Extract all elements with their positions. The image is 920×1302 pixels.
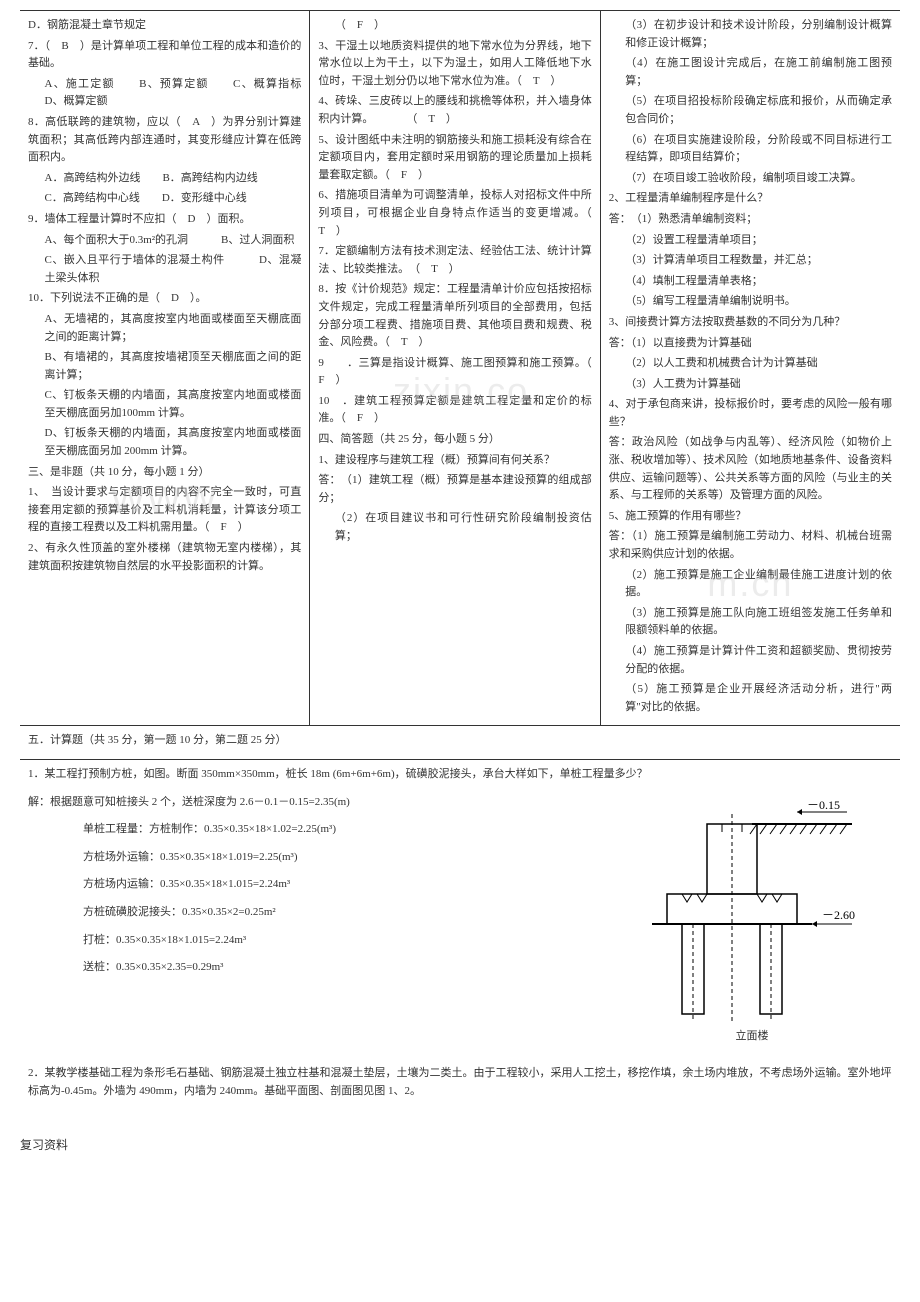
svg-text:－0.15: －0.15 <box>807 798 840 812</box>
text: 2、工程量清单编制程序是什么？ <box>609 190 892 208</box>
solution-line: 方桩场内运输：0.35×0.35×18×1.015=2.24m³ <box>28 876 612 894</box>
solution-line: 单桩工程量：方桩制作：0.35×0.35×18×1.02=2.25(m³) <box>28 821 612 839</box>
text: （3）在初步设计和技术设计阶段，分别编制设计概算和修正设计概算； <box>609 17 892 52</box>
text: 答：（1）施工预算是编制施工劳动力、材料、机械台班需求和采购供应计划的依据。 <box>609 528 892 563</box>
text: （2）施工预算是施工企业编制最佳施工进度计划的依据。 <box>609 567 892 602</box>
text: A、无墙裙的，其高度按室内地面或楼面至天棚底面之间的距离计算； <box>28 311 301 346</box>
text: C．高跨结构中心线 D．变形缝中心线 <box>28 190 301 208</box>
text: 6、措施项目清单为可调整清单，投标人对招标文件中所列项目，可根据企业自身特点作适… <box>318 187 591 240</box>
text: A、每个面积大于0.3m²的孔洞 B、过人洞面积 <box>28 232 301 250</box>
solution-line: 方桩硫磺胶泥接头：0.35×0.35×2=0.25m² <box>28 904 612 922</box>
text: 8．按《计价规范》规定：工程量清单计价应包括按招标文件规定，完成工程量清单所列项… <box>318 281 591 351</box>
text: （3）计算清单项目工程数量，并汇总； <box>609 252 892 270</box>
text: 7．（ B ）是计算单项工程和单位工程的成本和造价的基础。 <box>28 38 301 73</box>
text: （ F ） <box>318 17 591 35</box>
text: B、有墙裙的，其高度按墙裙顶至天棚底面之间的距离计算； <box>28 349 301 384</box>
text: C、嵌入且平行于墙体的混凝土构件 D、混凝土梁头体积 <box>28 252 301 287</box>
text: 答：政治风险（如战争与内乱等）、经济风险（如物价上涨、税收增加等）、技术风险（如… <box>609 434 892 504</box>
text: （5）编写工程量清单编制说明书。 <box>609 293 892 311</box>
text: （3）人工费为计算基础 <box>609 376 892 394</box>
text: 4、砖垛、三皮砖以上的腰线和挑檐等体积，并入墙身体积内计算。 （ T ） <box>318 93 591 128</box>
text: 10．下列说法不正确的是（ D ）。 <box>28 290 301 308</box>
text: 2、有永久性顶盖的室外楼梯（建筑物无室内楼梯），其建筑面积按建筑物自然层的水平投… <box>28 540 301 575</box>
question-2: 2．某教学楼基础工程为条形毛石基础、钢筋混凝土独立柱基和混凝土垫层，土壤为二类土… <box>28 1065 892 1100</box>
text: 4、对于承包商来讲，投标报价时，要考虑的风险一般有哪些？ <box>609 396 892 431</box>
text: （5）施工预算是企业开展经济活动分析，进行"两算"对比的依据。 <box>609 681 892 716</box>
text: （4）施工预算是计算计件工资和超额奖励、贯彻按劳分配的依据。 <box>609 643 892 678</box>
text: 9．墙体工程量计算时不应扣（ D ）面积。 <box>28 211 301 229</box>
footer-text: 复习资料 <box>20 1136 900 1155</box>
text: 5、施工预算的作用有哪些？ <box>609 508 892 526</box>
text: D．钢筋混凝土章节规定 <box>28 17 301 35</box>
text: （4）在施工图设计完成后，在施工前编制施工图预算； <box>609 55 892 90</box>
text: 8．高低联跨的建筑物，应以（ A ）为界分别计算建筑面积；其高低跨内部连通时，其… <box>28 114 301 167</box>
text: （6）在项目实施建设阶段，分阶段或不同目标进行工程结算，即项目结算价； <box>609 132 892 167</box>
text: 答： （1）建筑工程（概）预算是基本建设预算的组成部分； <box>318 472 591 507</box>
text: （2）以人工费和机械费合计为计算基础 <box>609 355 892 373</box>
solution-line: 打桩：0.35×0.35×18×1.015=2.24m³ <box>28 932 612 950</box>
text: （3）施工预算是施工队向施工班组签发施工任务单和限额领料单的依据。 <box>609 605 892 640</box>
text: 答： （1）熟悉清单编制资料； <box>609 211 892 229</box>
text: 9 ．三算是指设计概算、施工图预算和施工预算。（ F ） <box>318 355 591 390</box>
text: 10 ．建筑工程预算定额是建筑工程定量和定价的标准。（ F ） <box>318 393 591 428</box>
text: （2）设置工程量清单项目； <box>609 232 892 250</box>
solution-line: 送桩：0.35×0.35×2.35=0.29m³ <box>28 959 612 977</box>
text: C、钉板条天棚的内墙面，其高度按室内地面或楼面至天棚底面另加100mm 计算。 <box>28 387 301 422</box>
text: 三、是非题（共 10 分，每小题 1 分） <box>28 464 301 482</box>
diagram-label: 立面楼 <box>612 1028 892 1046</box>
text: D、钉板条天棚的内墙面，其高度按室内地面或楼面至天棚底面另加 200mm 计算。 <box>28 425 301 460</box>
solution-line: 方桩场外运输：0.35×0.35×18×1.019=2.25(m³) <box>28 849 612 867</box>
text: 答：（1）以直接费为计算基础 <box>609 335 892 353</box>
text: （5）在项目招投标阶段确定标底和报价，从而确定承包合同价； <box>609 93 892 128</box>
text: 3、间接费计算方法按取费基数的不同分为几种？ <box>609 314 892 332</box>
text: 1、 当设计要求与定额项目的内容不完全一致时，可直接套用定额的预算基价及工料机消… <box>28 484 301 537</box>
text: A、施工定额 B、预算定额 C、概算指标 D、概算定额 <box>28 76 301 111</box>
text: 四、简答题（共 25 分，每小题 5 分） <box>318 431 591 449</box>
section-title: 五．计算题（共 35 分，第一题 10 分，第二题 25 分） <box>28 732 892 750</box>
text: 1、建设程序与建筑工程（概）预算间有何关系？ <box>318 452 591 470</box>
question-1: 1．某工程打预制方桩，如图。断面 350mm×350mm，桩长 18m (6m+… <box>28 766 892 784</box>
text: A．高跨结构外边线 B．高跨结构内边线 <box>28 170 301 188</box>
text: 7．定额编制方法有技术测定法、经验估工法、统计计算法 、比较类推法。 （ T ） <box>318 243 591 278</box>
text: 5、设计图纸中未注明的钢筋接头和施工损耗没有综合在定额项目内，套用定额时采用钢筋… <box>318 132 591 185</box>
text: （4）填制工程量清单表格； <box>609 273 892 291</box>
text: （7）在项目竣工验收阶段，编制项目竣工决算。 <box>609 170 892 188</box>
svg-text:－2.60: －2.60 <box>822 908 855 922</box>
solution-line: 解：根据题意可知桩接头 2 个，送桩深度为 2.6－0.1－0.15=2.35(… <box>28 794 612 812</box>
text: 3、干湿土以地质资料提供的地下常水位为分界线，地下常水位以上为干土，以下为湿土，… <box>318 38 591 91</box>
pile-diagram: －0.15 <box>612 794 872 1024</box>
text: （2）在项目建议书和可行性研究阶段编制投资估算； <box>318 510 591 545</box>
